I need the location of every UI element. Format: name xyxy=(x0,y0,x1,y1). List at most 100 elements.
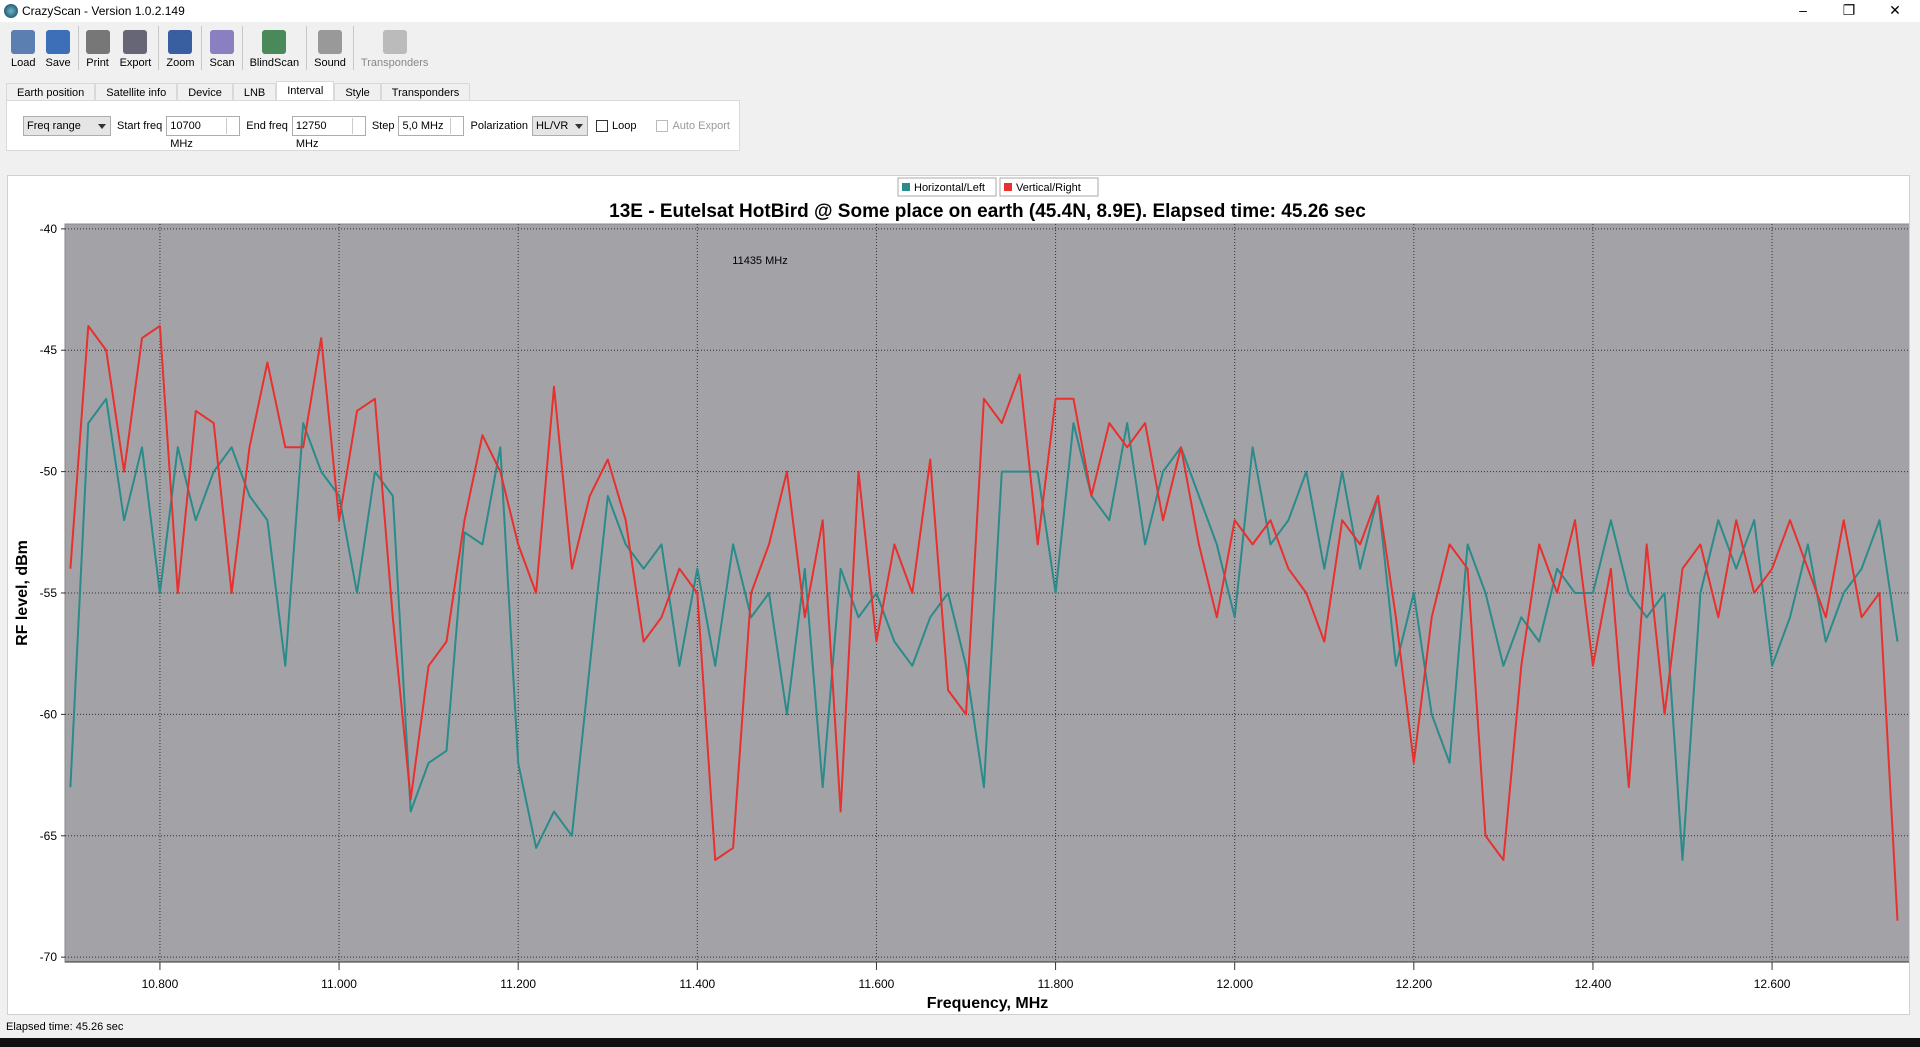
taskbar-strip xyxy=(0,1038,1920,1047)
tab[interactable]: Device xyxy=(177,83,233,102)
mode-dropdown[interactable]: Freq range xyxy=(23,115,111,136)
x-tick-label: 11.200 xyxy=(500,977,536,991)
x-tick-label: 11.600 xyxy=(859,977,895,991)
toolbar-button[interactable]: Zoom xyxy=(161,24,199,72)
toolbar-button[interactable]: Export xyxy=(115,24,157,72)
x-tick-label: 11.000 xyxy=(321,977,357,991)
toolbar-label: Scan xyxy=(209,57,235,69)
toolbar-label: Transponders xyxy=(360,57,429,69)
tab-bar: Earth position Satellite info Device LNB Int… xyxy=(6,81,471,102)
toolbar-separator xyxy=(77,26,79,70)
y-tick-label: -60 xyxy=(40,707,58,721)
x-tick-label: 12.000 xyxy=(1216,977,1253,991)
polarization-dropdown[interactable]: HL/VR xyxy=(531,115,588,136)
step-label: Step xyxy=(371,119,395,132)
tab[interactable]: Style xyxy=(334,83,381,102)
series-line xyxy=(69,397,1899,861)
x-tick-label: 12.200 xyxy=(1395,977,1432,991)
annotation: 11435 MHz xyxy=(732,255,787,267)
close-button[interactable]: ✕ xyxy=(1889,2,1901,18)
polarization-value: HL/VR xyxy=(535,119,569,132)
end-label: End freq xyxy=(246,119,288,132)
tab[interactable]: Interval xyxy=(276,81,335,102)
status-bar: Elapsed time: 45.26 sec xyxy=(6,1021,123,1033)
start-value: 10700 MHz xyxy=(170,119,201,150)
toolbar-label: Save xyxy=(45,57,71,69)
toolbar-icon xyxy=(382,30,407,54)
plot-area xyxy=(64,223,1911,963)
toolbar-label: Print xyxy=(86,57,109,69)
toolbar-button[interactable]: BlindScan xyxy=(245,24,305,72)
polarization-label: Polarization xyxy=(470,119,528,132)
auto-export-checkbox xyxy=(656,119,669,132)
x-axis-label: Frequency, MHz xyxy=(927,995,1049,1012)
x-tick-label: 11.800 xyxy=(1038,977,1074,991)
y-tick-label: -50 xyxy=(40,465,58,479)
tab[interactable]: Transponders xyxy=(380,83,471,102)
tab[interactable]: Satellite info xyxy=(95,83,178,102)
restore-button[interactable]: ❐ xyxy=(1842,2,1856,18)
toolbar-icon xyxy=(168,30,193,54)
legend-label: Vertical/Right xyxy=(1016,182,1081,194)
title-bar: CrazyScan - Version 1.0.2.149 – ❐ ✕ xyxy=(0,0,1920,22)
legend-box xyxy=(897,177,997,197)
y-tick-label: -70 xyxy=(40,950,58,964)
legend-swatch xyxy=(902,183,910,191)
toolbar-separator xyxy=(241,26,243,70)
toolbar-button: Transponders xyxy=(356,24,433,72)
toolbar-button[interactable]: Scan xyxy=(204,24,239,72)
loop-label: Loop xyxy=(611,119,637,132)
toolbar-icon xyxy=(262,30,287,54)
x-tick-label: 10.800 xyxy=(142,977,179,991)
toolbar-button[interactable]: Load xyxy=(6,24,40,72)
y-axis-label: RF level, dBm xyxy=(14,540,31,646)
start-label: Start freq xyxy=(117,119,163,132)
legend-swatch xyxy=(1004,183,1012,191)
x-tick-label: 11.400 xyxy=(679,977,715,991)
start-input[interactable]: 10700 MHz xyxy=(166,115,241,150)
toolbar-separator xyxy=(352,26,354,70)
legend-box xyxy=(999,177,1099,197)
toolbar-label: BlindScan xyxy=(249,57,300,69)
toolbar-icon xyxy=(46,30,71,54)
toolbar: Load Save Print Export Zoom Scan BlindScan Soun… xyxy=(0,24,433,72)
series-line xyxy=(69,325,1899,921)
loop-checkbox[interactable] xyxy=(595,119,608,132)
mode-value: Freq range xyxy=(27,119,81,132)
x-tick-label: 12.600 xyxy=(1754,977,1791,991)
y-tick-label: -55 xyxy=(40,586,58,600)
interval-panel: Freq range Start freq 10700 MHz End freq… xyxy=(6,100,740,151)
toolbar-icon xyxy=(85,30,110,54)
toolbar-separator xyxy=(158,26,160,70)
toolbar-separator xyxy=(201,26,203,70)
tab[interactable]: Earth position xyxy=(6,83,96,102)
toolbar-label: Load xyxy=(11,57,36,69)
toolbar-icon xyxy=(210,30,235,54)
y-tick-label: -45 xyxy=(40,343,58,357)
window-title: CrazyScan - Version 1.0.2.149 xyxy=(22,4,185,18)
chart-title: 13E - Eutelsat HotBird @ Some place on e… xyxy=(609,201,1366,222)
toolbar-button[interactable]: Sound xyxy=(309,24,351,72)
toolbar-label: Zoom xyxy=(166,57,195,69)
status-text: Elapsed time: 45.26 sec xyxy=(6,1021,124,1033)
chart-panel: -40 -45 -50 -55 -60 -65 -70 10.800 11.000 11.200 1… xyxy=(7,175,1911,1015)
toolbar-icon xyxy=(123,30,148,54)
end-input[interactable]: 12750 MHz xyxy=(291,115,366,150)
y-tick-label: -65 xyxy=(40,829,58,843)
auto-export-label: Auto Export xyxy=(672,119,730,132)
toolbar-label: Sound xyxy=(314,57,346,69)
x-tick-label: 12.400 xyxy=(1575,977,1612,991)
toolbar-label: Export xyxy=(119,57,152,69)
step-input[interactable]: 5,0 MHz xyxy=(398,115,465,136)
legend-label: Horizontal/Left xyxy=(914,182,985,194)
minimize-button[interactable]: – xyxy=(1799,2,1807,18)
end-value: 12750 MHz xyxy=(295,119,327,150)
step-value: 5,0 MHz xyxy=(402,119,444,132)
toolbar-icon xyxy=(318,30,343,54)
chart: -40 -45 -50 -55 -60 -65 -70 10.800 11.000 11.200 1… xyxy=(14,177,1911,1012)
toolbar-icon xyxy=(11,30,36,54)
toolbar-button[interactable]: Print xyxy=(81,24,115,72)
toolbar-button[interactable]: Save xyxy=(40,24,75,72)
tab[interactable]: LNB xyxy=(232,83,277,102)
